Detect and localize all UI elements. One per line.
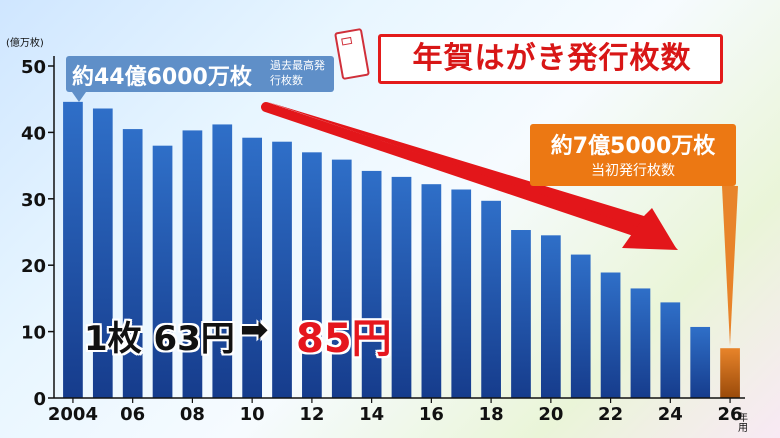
bar	[92, 108, 113, 398]
bar	[63, 101, 83, 398]
max-annotation: 約44億6000万枚 過去最高発行枚数	[66, 56, 334, 92]
y-tick-label: 30	[21, 190, 46, 211]
bar	[540, 235, 561, 398]
bar	[242, 137, 263, 398]
y-tick-label: 0	[33, 389, 46, 410]
bar	[272, 141, 292, 399]
x-tick-label: 06	[120, 404, 145, 425]
title-frame	[378, 34, 723, 84]
x-tick-label: 22	[598, 404, 623, 425]
bar	[212, 124, 233, 398]
price-old: 1枚 63円	[84, 319, 235, 359]
bar	[122, 129, 143, 398]
bar	[152, 145, 173, 398]
price-new: 85円	[296, 316, 392, 362]
max-annotation-note: 過去最高発行枚数	[270, 59, 325, 87]
bar	[630, 288, 651, 398]
bar	[182, 130, 203, 398]
initial-annotation-note: 当初発行枚数	[591, 163, 675, 179]
y-tick-label: 10	[21, 323, 46, 344]
initial-annotation: 約7億5000万枚 当初発行枚数	[530, 124, 736, 186]
x-tick-label: 20	[538, 404, 563, 425]
x-tick-label: 2004	[48, 404, 98, 425]
initial-annotation-pointer	[722, 186, 738, 346]
bar	[511, 230, 531, 398]
max-annotation-pointer	[72, 92, 86, 102]
chart-title: 年賀はがき発行枚数	[412, 41, 692, 76]
bar	[302, 152, 322, 398]
bar-highlight	[720, 348, 740, 398]
y-tick-label: 50	[21, 57, 46, 78]
bar	[660, 302, 681, 398]
y-unit-label: (億万枚)	[6, 36, 44, 49]
price-arrow-icon: ➡	[240, 310, 269, 350]
bar	[690, 326, 711, 398]
bar	[570, 254, 591, 398]
bar	[391, 176, 412, 398]
bar	[451, 189, 472, 398]
bar	[421, 184, 442, 398]
x-tick-label: 10	[240, 404, 265, 425]
y-tick-label: 40	[21, 123, 46, 144]
trend-arrow	[261, 102, 738, 346]
bar	[331, 159, 352, 398]
y-axis: 0 10 20 30 40 50 (億万枚)	[6, 36, 55, 410]
x-tick-label: 24	[658, 404, 683, 425]
trend-arrow-head	[622, 214, 678, 250]
bar	[481, 200, 501, 398]
bar	[600, 272, 621, 398]
x-tick-label: 08	[180, 404, 205, 425]
trend-arrow-shaft	[261, 102, 651, 240]
max-annotation-value: 約44億6000万枚	[72, 65, 252, 90]
y-tick-label: 20	[21, 256, 46, 277]
bar	[361, 170, 382, 398]
x-tick-label: 26	[718, 404, 743, 425]
x-unit-label: 年用	[736, 411, 748, 433]
initial-annotation-value: 約7億5000万枚	[550, 134, 716, 159]
x-tick-label: 14	[359, 404, 384, 425]
bars	[63, 101, 740, 399]
x-tick-label: 16	[419, 404, 444, 425]
x-tick-label: 12	[299, 404, 324, 425]
x-tick-label: 18	[479, 404, 504, 425]
